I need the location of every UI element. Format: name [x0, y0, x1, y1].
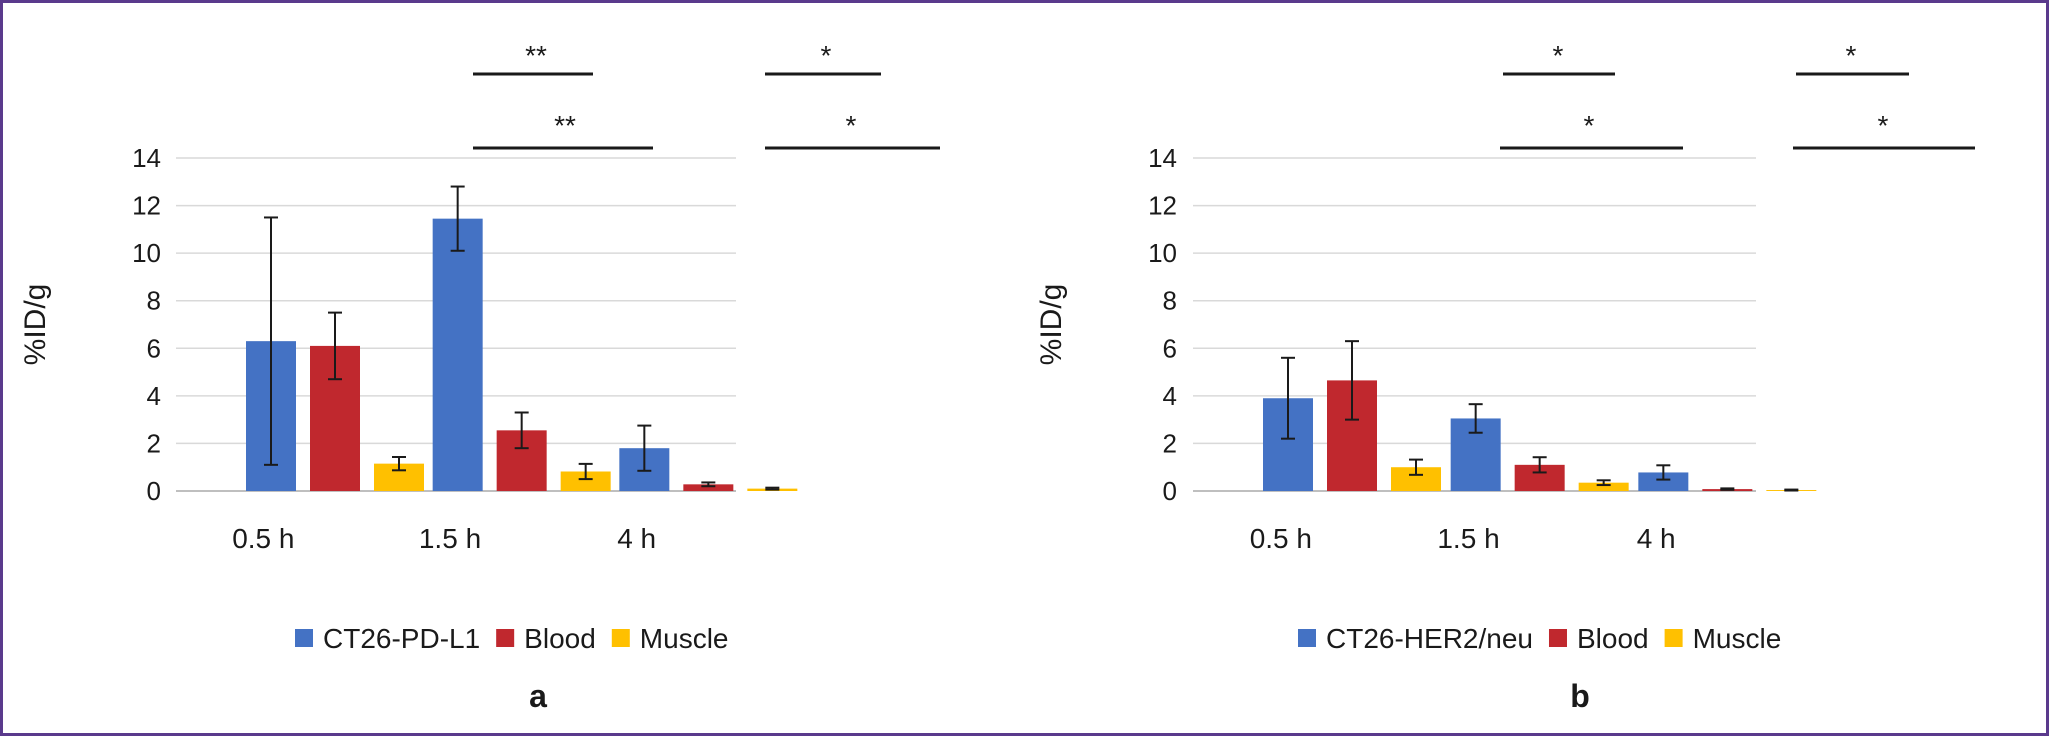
bar — [1578, 482, 1629, 491]
y-tick-label: 8 — [147, 286, 161, 316]
y-tick-label: 0 — [147, 476, 161, 506]
y-tick-label: 2 — [147, 428, 161, 458]
significance-label: * — [1584, 110, 1595, 141]
significance-label: * — [1553, 40, 1564, 71]
significance-label: * — [1878, 110, 1889, 141]
legend-swatch — [496, 629, 515, 647]
y-tick-label: 10 — [1148, 238, 1177, 268]
y-tick-label: 8 — [1163, 286, 1177, 316]
bar — [683, 484, 734, 491]
x-category-label: 1.5 h — [1437, 523, 1499, 554]
legend-swatch — [1664, 629, 1683, 647]
y-axis-label: %ID/g — [19, 284, 52, 366]
legend-swatch — [611, 629, 630, 647]
x-category-label: 1.5 h — [419, 523, 481, 554]
panel-label: a — [529, 678, 547, 714]
y-tick-label: 4 — [147, 381, 161, 411]
significance-label: ** — [525, 40, 547, 71]
significance-label: ** — [554, 110, 576, 141]
y-tick-label: 6 — [1163, 333, 1177, 363]
legend-entry: CT26-PD-L1 — [323, 623, 480, 654]
significance-label: * — [821, 40, 832, 71]
x-category-label: 0.5 h — [1250, 523, 1312, 554]
y-tick-label: 10 — [132, 238, 161, 268]
y-tick-label: 12 — [132, 191, 161, 221]
y-tick-label: 4 — [1163, 381, 1177, 411]
significance-label: * — [846, 110, 857, 141]
bar — [432, 218, 483, 491]
legend-swatch — [1548, 629, 1567, 647]
panel-label: b — [1570, 678, 1590, 714]
legend-entry: Blood — [524, 623, 596, 654]
legend-entry: Muscle — [1693, 623, 1782, 654]
significance-label: * — [1846, 40, 1857, 71]
y-tick-label: 14 — [1148, 143, 1177, 173]
legend-swatch — [1298, 629, 1316, 647]
bar — [1391, 467, 1441, 491]
y-tick-label: 0 — [1163, 476, 1177, 506]
x-category-label: 4 h — [1637, 523, 1676, 554]
bar — [1638, 472, 1689, 491]
legend-entry: CT26-HER2/neu — [1326, 623, 1533, 654]
x-category-label: 4 h — [617, 523, 656, 554]
y-axis-label: %ID/g — [1035, 284, 1068, 366]
y-tick-label: 14 — [132, 143, 161, 173]
legend-entry: Blood — [1577, 623, 1649, 654]
x-category-label: 0.5 h — [232, 523, 294, 554]
bar — [560, 471, 611, 491]
y-tick-label: 12 — [1148, 191, 1177, 221]
y-tick-label: 6 — [147, 333, 161, 363]
y-tick-label: 2 — [1163, 428, 1177, 458]
legend-swatch — [295, 629, 313, 647]
legend-entry: Muscle — [640, 623, 729, 654]
